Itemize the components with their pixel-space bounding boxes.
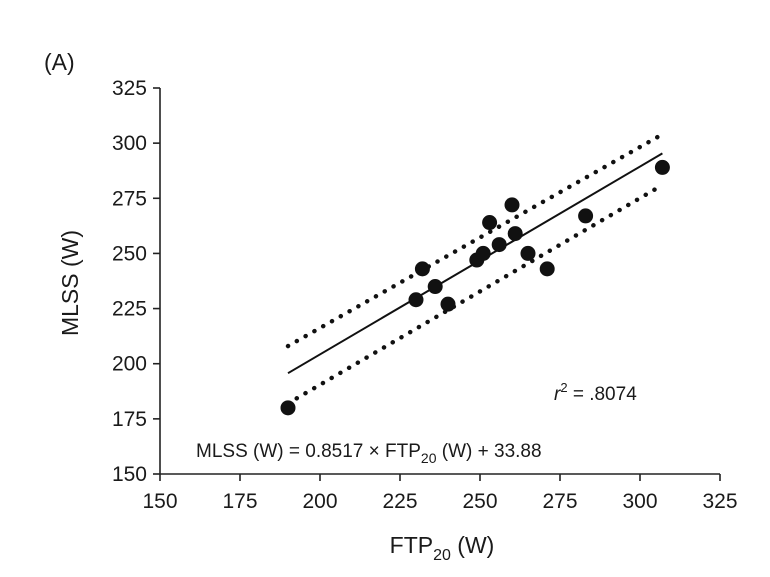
- data-point: [520, 245, 536, 261]
- panel-label: (A): [44, 49, 75, 75]
- x-tick-label: 300: [622, 490, 657, 513]
- y-tick-label: 175: [112, 408, 147, 431]
- data-point: [504, 197, 520, 213]
- data-point: [491, 237, 507, 253]
- prediction-band: [285, 132, 665, 406]
- data-point: [427, 279, 443, 295]
- y-tick-label: 250: [112, 242, 147, 265]
- data-point: [482, 215, 498, 231]
- axes: [153, 87, 721, 481]
- prediction-band-upper: [285, 132, 665, 349]
- x-tick-label: 175: [222, 490, 257, 513]
- data-point: [414, 261, 430, 277]
- x-tick-label: 200: [302, 490, 337, 513]
- data-point: [578, 208, 594, 224]
- r-squared-label: r2 = .8074: [554, 380, 637, 405]
- y-axis-title: MLSS (W): [57, 230, 83, 336]
- data-point: [280, 400, 296, 416]
- data-point: [654, 159, 670, 175]
- y-tick-label: 225: [112, 298, 147, 321]
- x-tick-label: 275: [542, 490, 577, 513]
- x-tick-label: 225: [382, 490, 417, 513]
- data-point: [539, 261, 555, 277]
- x-tick-label: 150: [142, 490, 177, 513]
- data-points: [280, 159, 670, 416]
- data-point: [440, 296, 456, 312]
- regression-equation: MLSS (W) = 0.8517 × FTP20 (W) + 33.88: [196, 441, 542, 466]
- data-point: [507, 226, 523, 242]
- chart-text: 150 175 200 225 250 275 300 325 150 175 200 225 250 2…: [44, 49, 738, 564]
- x-tick-label: 325: [702, 490, 737, 513]
- x-tick-label: 250: [462, 490, 497, 513]
- x-axis-title: FTP20 (W): [390, 532, 495, 564]
- y-tick-label: 300: [112, 132, 147, 155]
- data-point: [475, 245, 491, 261]
- data-point: [408, 292, 424, 308]
- y-tick-label: 200: [112, 353, 147, 376]
- y-tick-label: 325: [112, 77, 147, 100]
- y-tick-label: 275: [112, 187, 147, 210]
- prediction-band-lower: [285, 182, 665, 406]
- y-tick-label: 150: [112, 463, 147, 486]
